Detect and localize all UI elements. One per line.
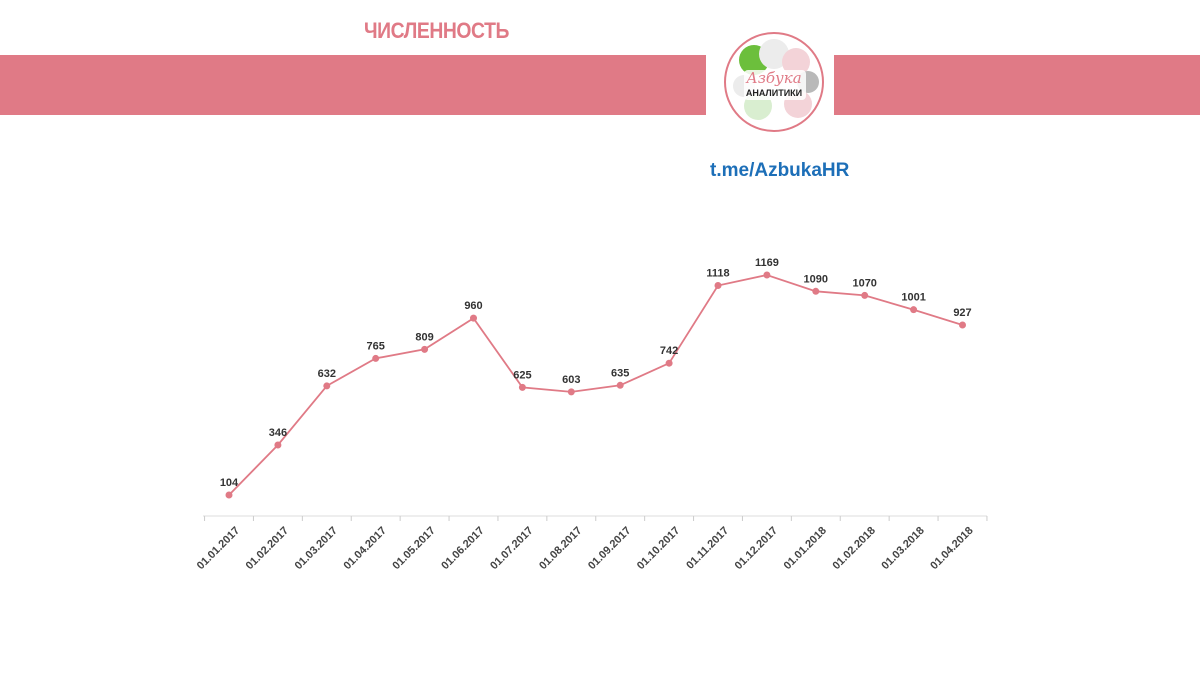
logo-text-line2: АНАЛИТИКИ bbox=[746, 88, 802, 98]
x-tick-label: 01.07.2017 bbox=[488, 525, 535, 572]
data-point bbox=[763, 271, 771, 279]
data-label: 346 bbox=[269, 427, 287, 439]
data-point bbox=[910, 306, 918, 314]
header-band-left bbox=[0, 55, 706, 115]
x-tick-label: 01.04.2018 bbox=[928, 525, 975, 572]
x-tick-label: 01.01.2018 bbox=[782, 525, 829, 572]
data-point bbox=[323, 382, 331, 390]
data-labels: 104 346 632 765 809 960 625 603 635 742 1118 1169 10… bbox=[220, 257, 972, 489]
data-label: 809 bbox=[415, 331, 433, 343]
data-point bbox=[225, 491, 233, 499]
data-label: 1070 bbox=[852, 277, 876, 289]
x-tick-label: 01.12.2017 bbox=[733, 525, 780, 572]
azbuka-logo: Азбука АНАЛИТИКИ bbox=[718, 26, 830, 138]
x-tick-label: 01.11.2017 bbox=[684, 525, 731, 572]
x-tick-label: 01.04.2017 bbox=[341, 525, 388, 572]
x-tick-label: 01.09.2017 bbox=[586, 525, 633, 572]
page-title: ЧИСЛЕННОСТЬ bbox=[364, 18, 509, 43]
data-label: 1001 bbox=[901, 292, 925, 304]
data-label: 742 bbox=[660, 345, 678, 357]
data-point bbox=[616, 381, 624, 389]
x-tick-label: 01.05.2017 bbox=[390, 525, 437, 572]
header-band-right bbox=[834, 55, 1200, 115]
x-tick-label: 01.02.2017 bbox=[244, 525, 291, 572]
x-tick-label: 01.03.2018 bbox=[879, 525, 926, 572]
data-point bbox=[421, 345, 429, 353]
logo-pink-petal bbox=[782, 48, 810, 76]
series-line bbox=[228, 274, 963, 496]
telegram-link[interactable]: t.me/AzbukaHR bbox=[710, 160, 850, 181]
logo-text-line1: Азбука bbox=[745, 69, 801, 87]
data-label: 927 bbox=[953, 307, 971, 319]
data-label: 1169 bbox=[755, 257, 779, 269]
data-point bbox=[959, 321, 966, 329]
data-point bbox=[372, 354, 380, 362]
x-tick-label: 01.06.2017 bbox=[439, 525, 486, 572]
data-point bbox=[567, 388, 575, 396]
data-point bbox=[274, 441, 282, 449]
x-tick-label: 01.03.2017 bbox=[293, 525, 340, 572]
x-tick-label: 01.08.2017 bbox=[537, 525, 584, 572]
data-point bbox=[812, 287, 820, 295]
data-label: 1090 bbox=[804, 273, 828, 285]
data-point bbox=[470, 314, 477, 322]
logo-grey-petal bbox=[759, 39, 789, 69]
x-tick-labels: 01.01.2017 01.02.2017 01.03.2017 01.04.2017… bbox=[195, 525, 976, 572]
data-label: 632 bbox=[318, 368, 336, 380]
data-label: 1118 bbox=[706, 268, 729, 280]
data-label: 960 bbox=[464, 300, 482, 312]
x-axis-ticks bbox=[204, 516, 988, 521]
data-label: 104 bbox=[220, 477, 239, 489]
data-point bbox=[861, 291, 869, 299]
data-label: 603 bbox=[562, 374, 580, 386]
data-label: 765 bbox=[367, 340, 385, 352]
data-label: 625 bbox=[513, 369, 531, 381]
series-points bbox=[225, 271, 966, 499]
data-point bbox=[518, 383, 526, 391]
data-point bbox=[714, 282, 722, 290]
data-label: 635 bbox=[611, 367, 629, 379]
x-tick-label: 01.10.2017 bbox=[635, 525, 682, 572]
data-point bbox=[665, 359, 673, 367]
x-tick-label: 01.02.2018 bbox=[830, 525, 877, 572]
x-tick-label: 01.01.2017 bbox=[195, 525, 242, 572]
